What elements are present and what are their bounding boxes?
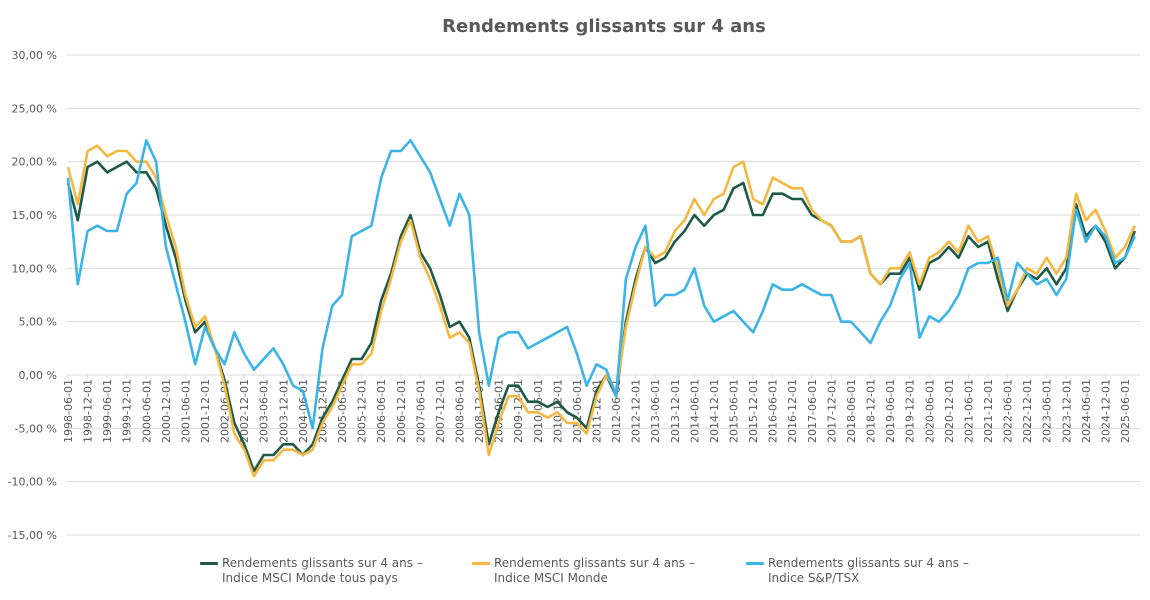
y-tick-label: 5,00 % (19, 316, 57, 329)
y-tick-label: 0,00 % (19, 369, 57, 382)
legend-item-msci-acwi: Rendements glissants sur 4 ans – Indice M… (200, 556, 423, 586)
x-tick-label: 2005-12-01 (356, 379, 369, 443)
legend-swatch (746, 562, 764, 565)
legend-item-msci-world: Rendements glissants sur 4 ans – Indice M… (472, 556, 695, 586)
x-tick-label: 2010-12-01 (551, 379, 564, 443)
x-tick-label: 2010-06-01 (532, 379, 545, 443)
x-tick-label: 2021-06-01 (962, 379, 975, 443)
y-tick-label: 10,00 % (12, 262, 57, 275)
y-tick-label: 20,00 % (12, 156, 57, 169)
legend-swatch (200, 562, 218, 565)
x-tick-label: 2022-12-01 (1021, 379, 1034, 443)
x-tick-label: 2014-06-01 (688, 379, 701, 443)
x-tick-label: 2020-12-01 (943, 379, 956, 443)
x-tick-label: 2011-06-01 (571, 379, 584, 443)
x-tick-label: 2013-12-01 (669, 379, 682, 443)
x-tick-label: 1999-12-01 (121, 379, 134, 443)
x-tick-label: 2001-12-01 (199, 379, 212, 443)
x-tick-label: 2014-12-01 (708, 379, 721, 443)
x-tick-label: 2017-06-01 (806, 379, 819, 443)
legend-label: Indice MSCI Monde (494, 571, 608, 585)
gridlines (67, 54, 1140, 536)
x-tick-label: 2004-06-01 (297, 379, 310, 443)
x-tick-label: 2011-12-01 (591, 379, 604, 443)
x-tick-label: 2006-12-01 (395, 379, 408, 443)
x-tick-label: 2023-12-01 (1060, 379, 1073, 443)
y-tick-label: -10,00 % (8, 476, 57, 489)
chart-title: Rendements glissants sur 4 ans (442, 16, 766, 37)
x-tick-label: 2000-12-01 (160, 379, 173, 443)
x-tick-label: 2022-06-01 (1002, 379, 1015, 443)
legend-label: Indice S&P/TSX (768, 571, 860, 585)
x-tick-label: 2006-06-01 (375, 379, 388, 443)
series-line-2 (66, 139, 1136, 430)
x-tick-label: 2015-12-01 (747, 379, 760, 443)
series-lines (66, 139, 1137, 478)
legend-label: Rendements glissants sur 4 ans – (768, 556, 969, 570)
x-tick-label: 2007-06-01 (414, 379, 427, 443)
x-tick-label: 2016-06-01 (767, 379, 780, 443)
x-tick-label: 2003-06-01 (258, 379, 271, 443)
series-line-1 (66, 144, 1136, 478)
x-tick-label: 1999-06-01 (101, 379, 114, 443)
x-tick-label: 2019-06-01 (884, 379, 897, 443)
x-tick-label: 2013-06-01 (649, 379, 662, 443)
legend-item-sp-tsx: Rendements glissants sur 4 ans – Indice S… (746, 556, 969, 586)
y-tick-label: 25,00 % (12, 102, 57, 115)
x-tick-label: 2005-06-01 (336, 379, 349, 443)
y-axis-ticks: 30,00 % 25,00 % 20,00 % 15,00 % 10,00 % 5,00 … (8, 49, 57, 542)
x-tick-label: 2024-12-01 (1099, 379, 1112, 443)
y-tick-label: 30,00 % (12, 49, 57, 62)
x-tick-label: 2012-06-01 (610, 379, 623, 443)
x-tick-label: 2018-06-01 (845, 379, 858, 443)
x-tick-label: 2008-06-01 (453, 379, 466, 443)
x-tick-label: 2024-06-01 (1080, 379, 1093, 443)
x-tick-label: 2008-12-01 (473, 379, 486, 443)
x-tick-label: 1998-06-01 (62, 379, 75, 443)
x-tick-label: 2001-06-01 (179, 379, 192, 443)
y-tick-label: -15,00 % (8, 529, 57, 542)
legend-swatch (472, 562, 490, 565)
x-tick-label: 2025-06-01 (1119, 379, 1132, 443)
x-tick-label: 2016-12-01 (786, 379, 799, 443)
x-tick-label: 1998-12-01 (82, 379, 95, 443)
x-tick-label: 2000-06-01 (140, 379, 153, 443)
x-axis-ticks: 1998-06-01 1998-12-01 1999-06-01 1999-12-01… (62, 375, 1132, 443)
x-tick-label: 2015-06-01 (728, 379, 741, 443)
x-tick-label: 2003-12-01 (277, 379, 290, 443)
legend-label: Rendements glissants sur 4 ans – (222, 556, 423, 570)
x-tick-label: 2019-12-01 (904, 379, 917, 443)
y-tick-label: 15,00 % (12, 209, 57, 222)
x-tick-label: 2017-12-01 (825, 379, 838, 443)
x-tick-label: 2002-12-01 (238, 379, 251, 443)
x-tick-label: 2018-12-01 (865, 379, 878, 443)
x-tick-label: 2020-06-01 (923, 379, 936, 443)
legend: Rendements glissants sur 4 ans – Indice M… (0, 556, 1150, 596)
x-tick-label: 2023-06-01 (1041, 379, 1054, 443)
legend-label: Indice MSCI Monde tous pays (222, 571, 398, 585)
x-tick-label: 2009-12-01 (512, 379, 525, 443)
y-tick-label: -5,00 % (15, 422, 57, 435)
x-tick-label: 2007-12-01 (434, 379, 447, 443)
x-tick-label: 2021-12-01 (982, 379, 995, 443)
x-tick-label: 2012-12-01 (630, 379, 643, 443)
legend-label: Rendements glissants sur 4 ans – (494, 556, 695, 570)
